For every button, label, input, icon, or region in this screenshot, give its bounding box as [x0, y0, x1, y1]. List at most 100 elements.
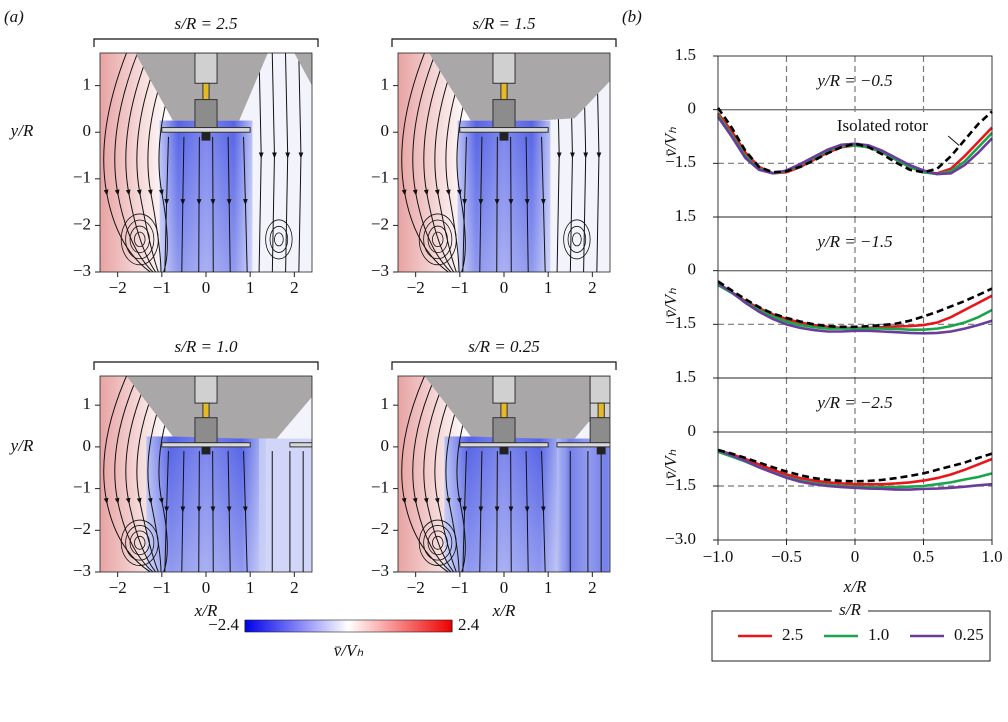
y-tick-label: 1.5 — [675, 206, 696, 225]
series-line — [716, 107, 993, 174]
x-tick-label: 1.0 — [981, 547, 1002, 566]
hub — [492, 99, 516, 129]
y-tick-label: 0 — [381, 436, 390, 455]
hub — [589, 417, 610, 444]
contour-field — [398, 376, 610, 572]
annotation: y/R = −0.5 — [815, 71, 892, 90]
streamline — [285, 53, 291, 272]
y-tick-label: −1 — [73, 478, 91, 497]
vortex — [567, 225, 587, 253]
streamline — [258, 53, 264, 272]
panel-title: s/R = 1.5 — [473, 14, 536, 33]
streamline — [462, 136, 468, 272]
rotor-disk — [161, 442, 251, 448]
field-blue-fade — [444, 436, 564, 572]
streamline — [196, 451, 202, 572]
streamline — [125, 376, 157, 572]
bracket — [391, 361, 617, 370]
streamline — [298, 53, 304, 272]
vortex — [427, 530, 448, 556]
panel-label: (a) — [4, 7, 24, 26]
vortex — [563, 219, 591, 260]
streamline — [196, 136, 202, 272]
x-tick-label: −0.5 — [771, 547, 802, 566]
vortex — [269, 225, 289, 253]
series-line — [717, 280, 993, 329]
streamline — [242, 136, 248, 272]
motor — [194, 376, 218, 404]
contour-field — [100, 53, 312, 272]
y-tick-label: 0 — [83, 121, 92, 140]
streamline — [508, 136, 514, 272]
y-axis-label: v̄/Vₕ — [661, 450, 680, 480]
hub — [492, 417, 516, 444]
nose — [596, 446, 606, 455]
y-tick-label: 0 — [688, 260, 697, 279]
nose — [201, 446, 211, 455]
wall — [428, 53, 610, 121]
x-tick-label: 2 — [588, 578, 597, 597]
rotor-disk — [459, 442, 549, 448]
y-tick-label: −2 — [371, 214, 389, 233]
streamline — [242, 451, 248, 572]
panel-title: s/R = 0.25 — [468, 337, 539, 356]
legend-title-bg — [832, 602, 868, 620]
streamline — [164, 451, 170, 572]
streamline — [136, 53, 161, 272]
streamline — [114, 53, 154, 272]
series-line — [717, 448, 993, 483]
nose — [499, 446, 509, 455]
x-tick-label: 2 — [290, 578, 299, 597]
y-tick-label: 1 — [83, 394, 92, 413]
x-tick-label: −1 — [451, 278, 469, 297]
shaft — [500, 402, 508, 419]
wall — [126, 376, 312, 439]
vortex — [423, 525, 453, 561]
streamline — [478, 136, 484, 272]
plot-frame — [717, 377, 993, 541]
y-tick-label: 0 — [688, 99, 697, 118]
streamline — [423, 53, 455, 272]
annotation: y/R = −1.5 — [815, 232, 892, 251]
shaft — [202, 402, 210, 419]
vortex — [120, 519, 159, 566]
x-tick-label: 2 — [588, 278, 597, 297]
vortex — [432, 231, 444, 248]
series-line — [717, 448, 993, 486]
vortex — [418, 213, 457, 266]
colorbar-tick-label: 2.4 — [458, 615, 480, 634]
y-tick-label: 1.5 — [675, 367, 696, 386]
field-blue — [259, 438, 312, 572]
streamline — [412, 376, 452, 572]
streamline — [226, 451, 232, 572]
y-tick-label: 1 — [83, 75, 92, 94]
y-tick-label: −1.5 — [665, 152, 696, 171]
legend-label: 2.5 — [782, 625, 803, 644]
vortex — [134, 535, 146, 550]
legend-label: 0.25 — [954, 625, 984, 644]
x-tick-label: 1 — [544, 578, 553, 597]
series-line — [717, 282, 993, 335]
x-axis-label: x/R — [194, 601, 218, 620]
x-tick-label: 1 — [246, 578, 255, 597]
panel-title: s/R = 2.5 — [175, 14, 238, 33]
streamline — [423, 376, 455, 572]
vortex — [572, 232, 582, 247]
x-axis-label: x/R — [843, 577, 867, 596]
panel-label: (b) — [622, 7, 642, 26]
contour-field — [100, 376, 312, 572]
callout: Isolated rotor — [837, 116, 928, 135]
nose — [201, 132, 211, 141]
vortex — [418, 519, 457, 566]
series-line — [717, 448, 993, 491]
rotor-disk — [459, 127, 549, 133]
y-tick-label: −3 — [371, 261, 389, 280]
streamline — [114, 376, 154, 572]
vortex — [129, 225, 150, 254]
streamline — [125, 53, 157, 272]
y-tick-label: −2 — [73, 214, 91, 233]
vortex — [423, 219, 453, 260]
x-tick-label: 0 — [202, 578, 211, 597]
shaft — [202, 82, 210, 101]
streamline — [494, 136, 500, 272]
